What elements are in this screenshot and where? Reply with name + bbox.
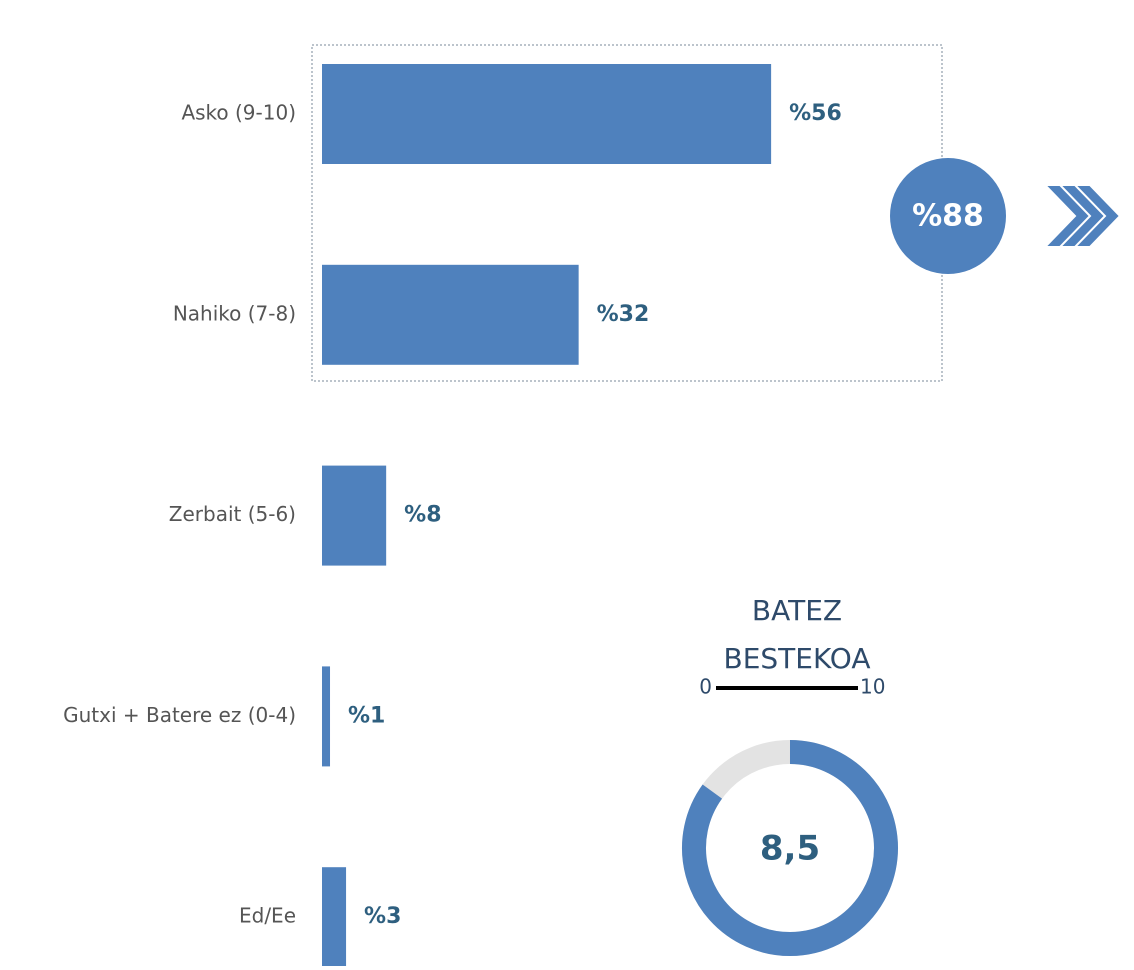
- chevron: [1042, 184, 1122, 248]
- donut-arc: [682, 740, 898, 956]
- total-label: %88: [912, 199, 984, 234]
- scale-max: 10: [860, 675, 885, 699]
- bar: [322, 64, 772, 164]
- bar: [322, 264, 579, 365]
- category-label: Nahiko (7-8): [173, 301, 296, 325]
- category-label: Zerbait (5-6): [169, 502, 296, 526]
- value-label: %56: [789, 101, 842, 126]
- bar: [322, 666, 331, 767]
- gauge-title: BESTEKOA: [724, 642, 871, 675]
- bar: [322, 867, 347, 968]
- category-label: Asko (9-10): [181, 101, 296, 125]
- gauge-title: BATEZ: [752, 594, 842, 627]
- bar: [322, 465, 387, 566]
- category-label: Gutxi + Batere ez (0-4): [63, 703, 296, 727]
- value-label: %8: [404, 503, 441, 528]
- scale-min: 0: [699, 675, 712, 699]
- donut-value: 8,5: [760, 829, 820, 869]
- value-label: %3: [364, 904, 401, 929]
- value-label: %32: [597, 302, 650, 327]
- category-label: Ed/Ee: [239, 904, 296, 928]
- total-badge: [890, 158, 1006, 274]
- value-label: %1: [348, 703, 385, 728]
